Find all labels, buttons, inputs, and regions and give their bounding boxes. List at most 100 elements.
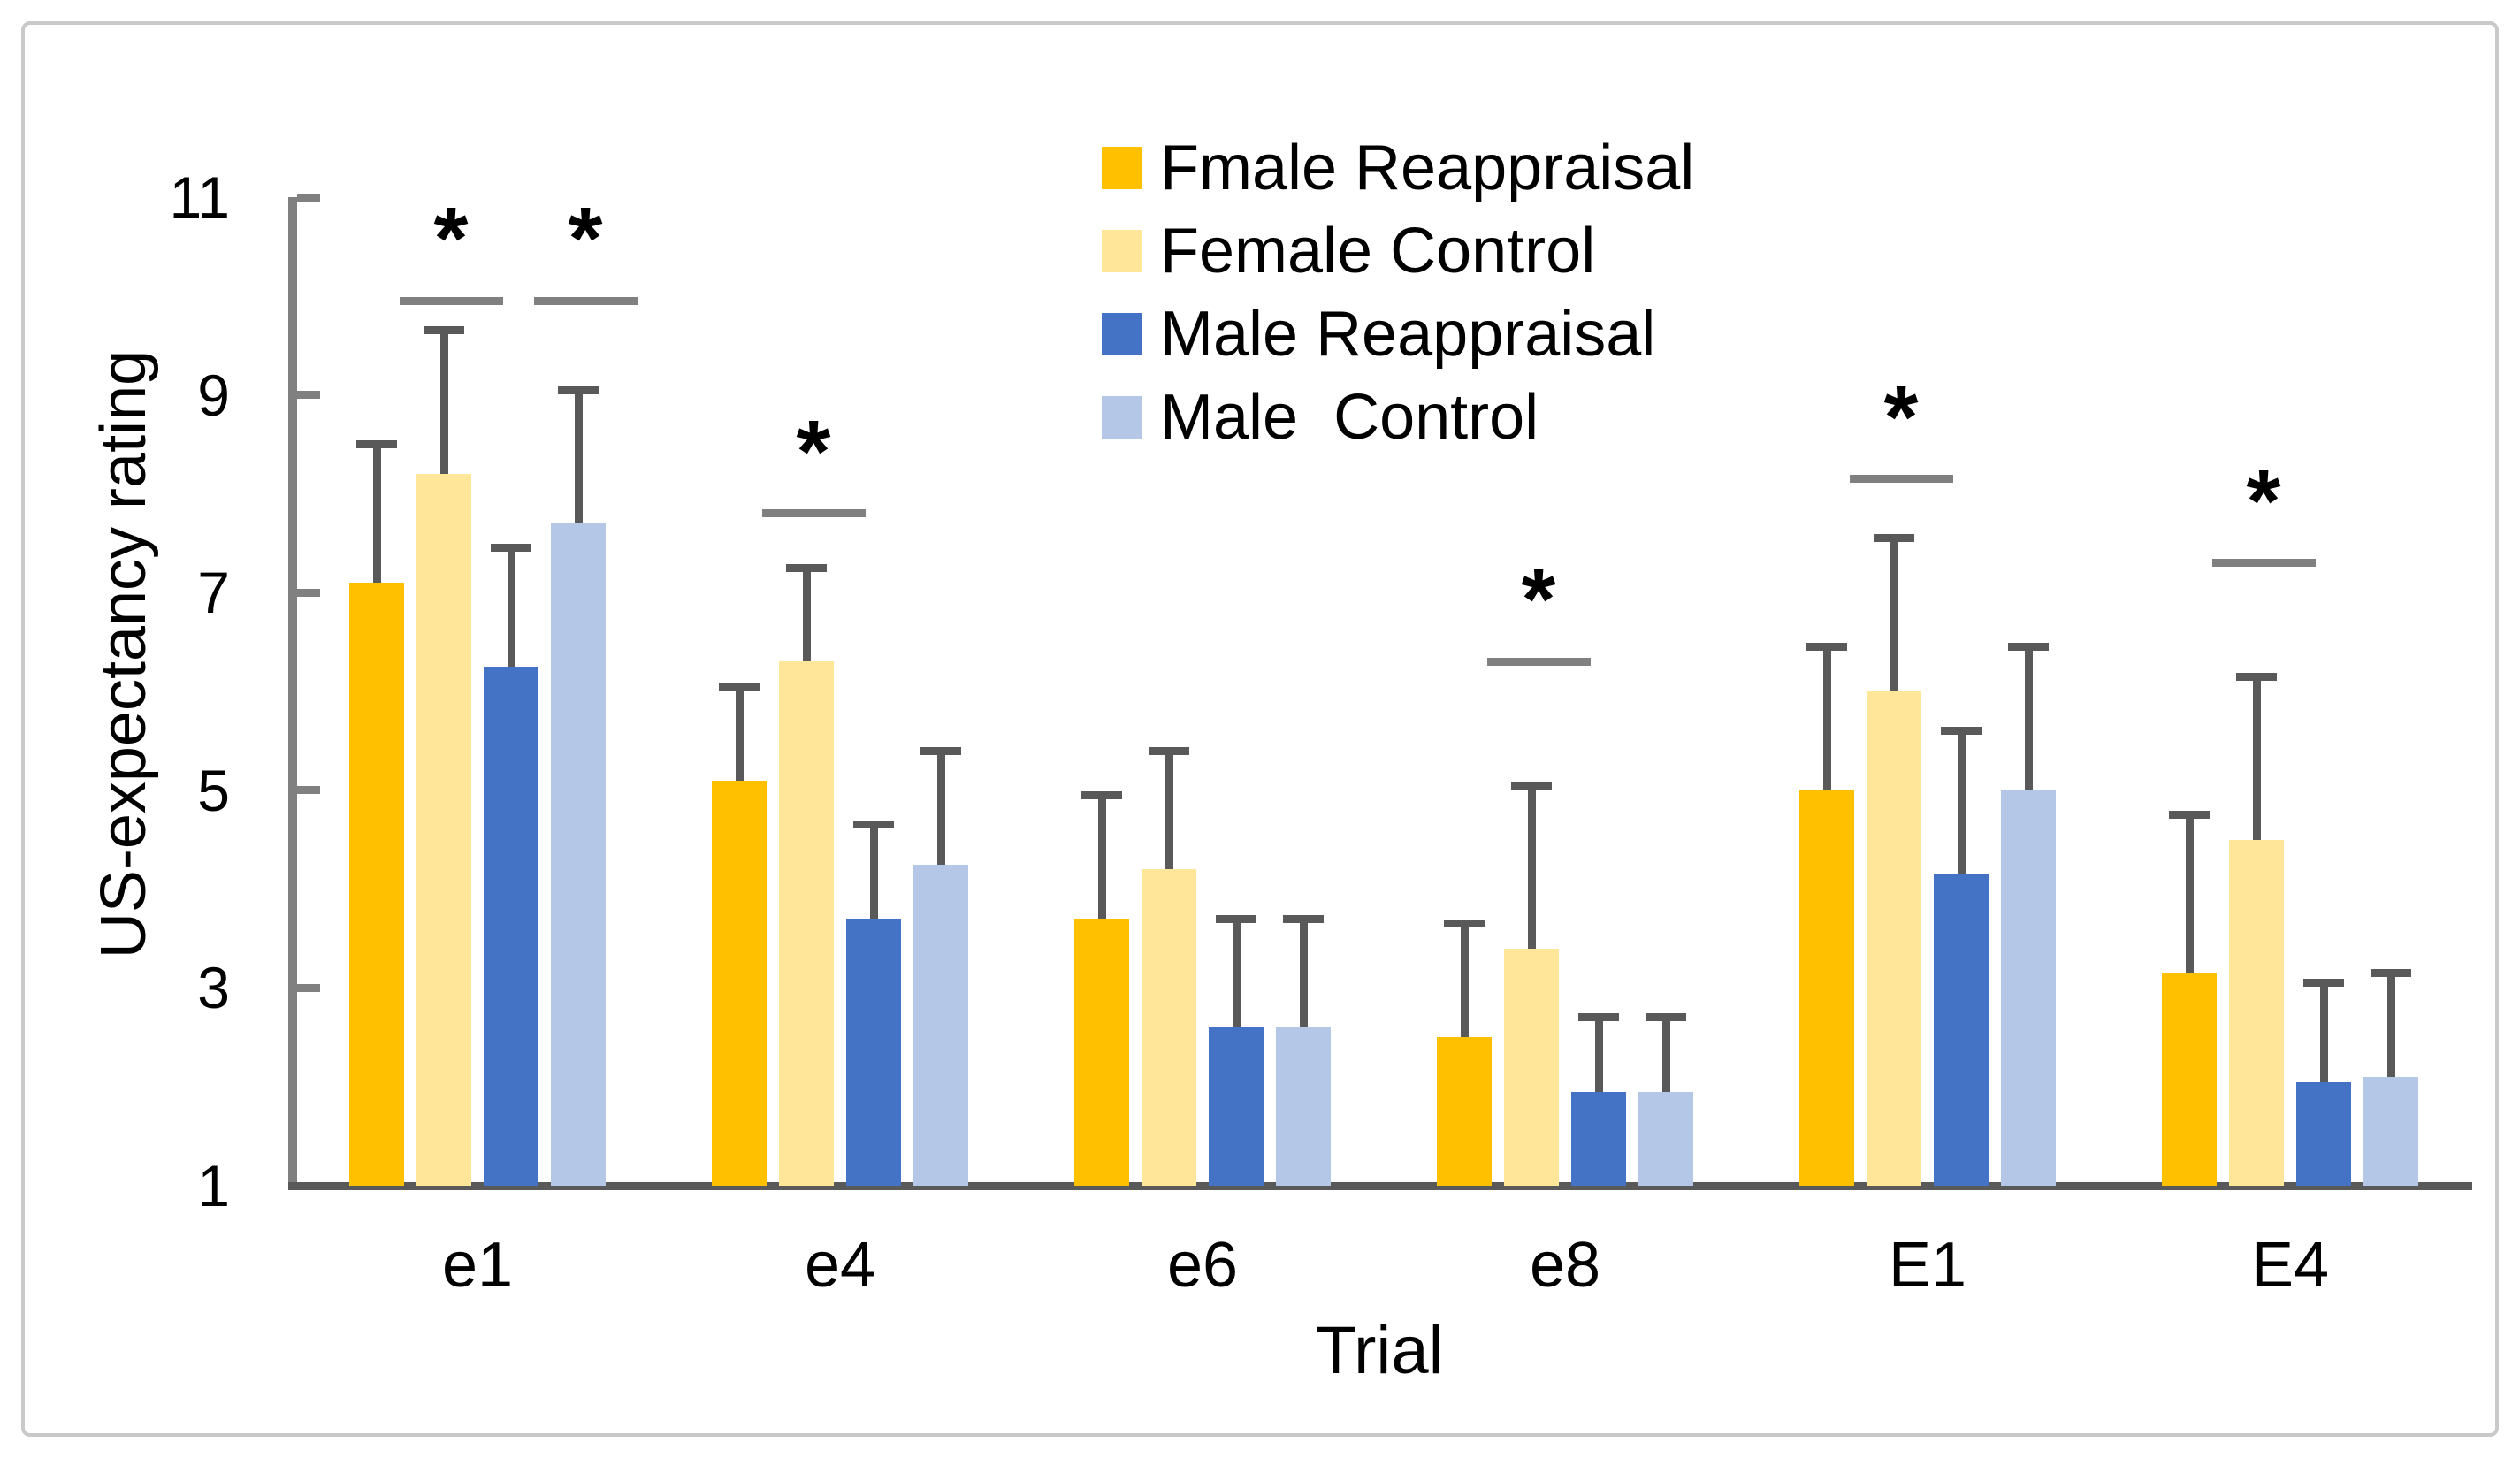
legend-label-male-control: Male Control: [1160, 382, 1539, 453]
error-bar-e8-fmale-reappraisal: [1460, 923, 1469, 1038]
bar-e6-fmale-reappraisal: [1074, 919, 1129, 1186]
bar-e4-fmale-reappraisal: [712, 780, 767, 1186]
bar-e4-male-control: [913, 864, 968, 1186]
legend-swatch-female-control: [1102, 230, 1142, 272]
error-cap-e8-male-reappraisal: [1578, 1013, 1619, 1022]
sig-asterisk-6-E4: *: [2246, 451, 2281, 551]
error-bar-e6-male-control: [1299, 919, 1308, 1028]
bar-e1-female-control: [416, 474, 471, 1186]
error-bar-e6-female-control: [1165, 751, 1173, 870]
error-cap-e4-female-control: [786, 563, 827, 572]
error-bar-e4-male-reappraisal: [869, 824, 878, 920]
bar-e8-male-control: [1638, 1091, 1693, 1186]
error-bar-e8-male-reappraisal: [1594, 1017, 1603, 1092]
x-label-e1: e1: [441, 1230, 514, 1301]
error-cap-e6-male-reappraisal: [1216, 914, 1256, 923]
error-bar-E4-female-control: [2252, 676, 2261, 840]
error-cap-e1-fmale-reappraisal: [356, 440, 397, 448]
bar-E1-female-control: [1867, 691, 1921, 1186]
error-cap-e8-male-control: [1646, 1013, 1686, 1022]
error-cap-e1-male-reappraisal: [491, 544, 531, 553]
error-bar-e8-male-control: [1661, 1017, 1670, 1092]
error-cap-e6-fmale-reappraisal: [1081, 790, 1122, 799]
y-tick-label-7: 7: [197, 560, 230, 626]
y-tick-label-5: 5: [197, 757, 230, 823]
legend-swatch-male-control: [1102, 396, 1142, 439]
y-tick-11: [297, 193, 320, 202]
bar-E1-male-control: [2001, 790, 2056, 1186]
legend-swatch-male-reappraisal: [1102, 313, 1142, 355]
error-bar-e4-female-control: [802, 568, 811, 662]
sig-line-4-e8: [1486, 657, 1591, 666]
bar-e1-fmale-reappraisal: [349, 583, 404, 1186]
error-cap-E1-male-control: [2008, 643, 2049, 652]
error-cap-E4-male-control: [2371, 969, 2411, 978]
sig-line-1-e1: [399, 296, 503, 305]
bar-e4-female-control: [779, 661, 834, 1186]
x-label-e6: e6: [1166, 1230, 1239, 1301]
sig-asterisk-1-e1: *: [433, 189, 469, 289]
error-bar-e1-male-control: [574, 390, 583, 523]
sig-line-2-e1: [533, 296, 638, 305]
error-cap-e4-fmale-reappraisal: [719, 682, 760, 691]
error-cap-E4-fmale-reappraisal: [2169, 811, 2210, 820]
bar-e6-male-reappraisal: [1209, 1027, 1264, 1186]
sig-asterisk-5-E1: *: [1883, 367, 1919, 467]
legend-label-fmale-reappraisal: Fmale Reappraisal: [1160, 133, 1695, 203]
x-axis-line: [288, 1182, 2472, 1190]
y-tick-label-9: 9: [197, 362, 230, 428]
error-bar-E4-fmale-reappraisal: [2185, 814, 2194, 973]
figure-border: [21, 21, 2499, 1437]
error-bar-E4-male-control: [2386, 973, 2395, 1077]
legend-swatch-fmale-reappraisal: [1102, 147, 1142, 189]
bar-E4-male-reappraisal: [2296, 1081, 2351, 1186]
error-bar-e1-fmale-reappraisal: [372, 444, 381, 584]
sig-asterisk-3-e4: *: [796, 401, 831, 501]
error-bar-e1-female-control: [439, 330, 448, 475]
error-bar-e4-male-control: [936, 751, 945, 865]
y-tick-9: [297, 391, 320, 400]
error-bar-E1-female-control: [1890, 538, 1898, 691]
sig-asterisk-2-e1: *: [568, 189, 603, 289]
error-bar-E1-fmale-reappraisal: [1822, 646, 1831, 790]
x-label-e4: e4: [804, 1230, 876, 1301]
bar-e4-male-reappraisal: [846, 919, 901, 1186]
error-bar-e8-female-control: [1527, 785, 1536, 949]
y-tick-label-3: 3: [197, 955, 230, 1021]
error-cap-E4-female-control: [2236, 672, 2277, 681]
error-cap-E1-female-control: [1874, 534, 1914, 543]
error-cap-E1-male-reappraisal: [1941, 727, 1982, 736]
error-cap-e6-male-control: [1283, 914, 1324, 923]
bar-E4-male-control: [2363, 1077, 2418, 1186]
error-bar-e1-male-reappraisal: [507, 547, 515, 668]
legend-label-female-control: Female Control: [1160, 216, 1596, 286]
bar-E4-fmale-reappraisal: [2162, 973, 2217, 1186]
error-bar-E1-male-control: [2024, 646, 2033, 790]
x-label-E1: E1: [1888, 1230, 1967, 1301]
y-axis-title: US-expectancy rating: [88, 349, 159, 959]
y-axis-line: [288, 197, 297, 1186]
error-cap-e8-female-control: [1511, 781, 1552, 790]
error-cap-e8-fmale-reappraisal: [1444, 920, 1485, 928]
legend-label-male-reappraisal: Male Reappraisal: [1160, 299, 1656, 370]
error-cap-E4-male-reappraisal: [2303, 979, 2344, 988]
error-bar-E4-male-reappraisal: [2319, 982, 2328, 1082]
sig-line-3-e4: [761, 509, 866, 518]
bar-e1-male-reappraisal: [484, 667, 538, 1186]
y-tick-label-11: 11: [169, 164, 230, 230]
bar-e8-male-reappraisal: [1571, 1091, 1626, 1186]
error-cap-e4-male-reappraisal: [853, 821, 894, 829]
y-tick-7: [297, 588, 320, 597]
sig-line-6-E4: [2211, 559, 2316, 568]
bar-E1-fmale-reappraisal: [1799, 790, 1854, 1186]
bar-E1-male-reappraisal: [1934, 874, 1989, 1186]
bar-e6-female-control: [1142, 869, 1196, 1186]
bar-e8-fmale-reappraisal: [1437, 1037, 1492, 1186]
x-axis-title: Trial: [1315, 1313, 1444, 1388]
x-label-e8: e8: [1529, 1230, 1601, 1301]
error-bar-e6-male-reappraisal: [1232, 919, 1241, 1028]
error-cap-e6-female-control: [1149, 746, 1189, 755]
bar-e8-female-control: [1504, 948, 1559, 1186]
y-tick-label-1: 1: [197, 1153, 230, 1218]
sig-line-5-E1: [1849, 475, 1953, 484]
